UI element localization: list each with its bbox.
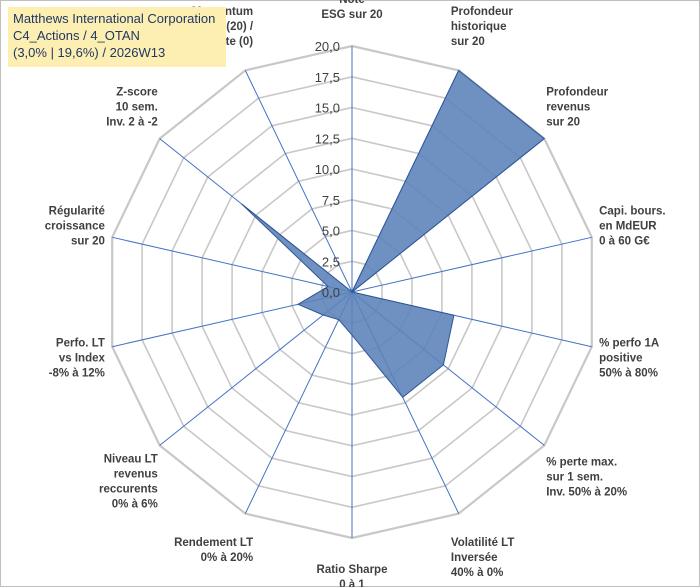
axis-label-line: Rendement LT bbox=[174, 537, 253, 549]
axis-label-4: % perfo 1A positive 50% à 80% bbox=[599, 338, 659, 380]
axis-spoke-3 bbox=[351, 236, 592, 293]
tick-layer: 0,0 2,5 5,0 7,5 10,0 12,5 15,0 17,5 20,0 bbox=[315, 39, 340, 300]
axis-label-line: Inversée bbox=[451, 552, 498, 564]
axis-label-line: 10 sem. bbox=[116, 102, 158, 114]
axis-label-line: Inv. 2 à -2 bbox=[106, 117, 158, 129]
axis-label-6: Volatilité LT Inversée 40% à 0% bbox=[451, 537, 514, 579]
axis-label-line: Capi. bours. bbox=[599, 206, 665, 218]
axis-label-line: croissance bbox=[45, 221, 105, 233]
axis-label-line: sur 20 bbox=[451, 36, 485, 48]
axis-label-line: Inv. 50% à 20% bbox=[546, 486, 627, 498]
period-info: (3,0% | 19,6%) / 2026W13 bbox=[13, 45, 166, 60]
axis-label-line: 0 à 60 G€ bbox=[599, 236, 650, 248]
axis-label-line: 0 à 1 bbox=[339, 579, 365, 587]
tick-label-2: 5,0 bbox=[322, 224, 340, 239]
axis-label-line: Perfo. LT bbox=[56, 338, 105, 350]
axis-label-7: Ratio Sharpe 0 à 1 bbox=[317, 564, 388, 587]
axis-label-line: historique bbox=[451, 21, 507, 33]
axis-label-line: reccurents bbox=[99, 484, 158, 496]
tick-label-0: 0,0 bbox=[322, 285, 340, 300]
axis-spoke-9 bbox=[159, 291, 353, 446]
tick-label-4: 10,0 bbox=[315, 162, 340, 177]
portfolio-name: C4_Actions / 4_OTAN bbox=[13, 28, 140, 43]
company-name: Matthews International Corporation bbox=[13, 11, 216, 26]
series-area-0 bbox=[241, 69, 546, 398]
axis-label-line: 0% à 6% bbox=[112, 499, 158, 511]
axis-label-0: Note ESG sur 20 bbox=[321, 0, 382, 21]
axis-label-line: sur 1 sem. bbox=[546, 471, 603, 483]
axis-label-line: 50% à 80% bbox=[599, 368, 658, 380]
title-box: Matthews International Corporation C4_Ac… bbox=[8, 7, 226, 67]
tick-label-6: 15,0 bbox=[315, 101, 340, 116]
axis-label-5: % perte max. sur 1 sem. Inv. 50% à 20% bbox=[546, 456, 627, 498]
axis-label-line: sur 20 bbox=[71, 236, 105, 248]
axis-label-line: vs Index bbox=[59, 353, 106, 365]
axis-label-line: Régularité bbox=[49, 206, 105, 218]
label-layer: Note ESG sur 20 Profondeur historique sur 20… bbox=[45, 0, 666, 587]
axis-label-line: revenus bbox=[114, 469, 158, 481]
axis-label-line: Note bbox=[339, 0, 365, 6]
axis-label-line: ESG sur 20 bbox=[321, 9, 382, 21]
axis-label-line: -8% à 12% bbox=[49, 368, 105, 380]
axis-label-line: positive bbox=[599, 353, 642, 365]
axis-label-line: en MdEUR bbox=[599, 221, 657, 233]
axis-label-line: Niveau LT bbox=[104, 454, 158, 466]
axis-label-11: Régularité croissance sur 20 bbox=[45, 206, 105, 248]
axis-label-line: revenus bbox=[546, 102, 590, 114]
axis-label-line: % perfo 1A bbox=[599, 338, 659, 350]
series-layer bbox=[241, 69, 546, 398]
axis-label-10: Perfo. LT vs Index -8% à 12% bbox=[49, 338, 106, 380]
axis-label-2: Profondeur revenus sur 20 bbox=[546, 87, 608, 129]
tick-label-1: 2,5 bbox=[322, 254, 340, 269]
axis-label-1: Profondeur historique sur 20 bbox=[451, 6, 513, 48]
tick-label-5: 12,5 bbox=[315, 131, 340, 146]
tick-label-3: 7,5 bbox=[322, 193, 340, 208]
axis-label-line: Profondeur bbox=[546, 87, 608, 99]
axis-spoke-8 bbox=[244, 291, 353, 514]
axis-label-8: Rendement LT 0% à 20% bbox=[174, 537, 253, 564]
axis-label-line: 40% à 0% bbox=[451, 567, 503, 579]
axis-label-9: Niveau LT revenus reccurents 0% à 6% bbox=[99, 454, 158, 511]
axis-label-line: % perte max. bbox=[546, 456, 617, 468]
axis-label-line: sur 20 bbox=[546, 117, 580, 129]
axis-label-line: 0% à 20% bbox=[201, 552, 253, 564]
axis-label-12: Z-score 10 sem. Inv. 2 à -2 bbox=[106, 87, 158, 129]
axis-label-line: Z-score bbox=[116, 87, 158, 99]
axis-label-line: Ratio Sharpe bbox=[317, 564, 388, 576]
tick-label-8: 20,0 bbox=[315, 39, 340, 54]
tick-label-7: 17,5 bbox=[315, 70, 340, 85]
axis-label-line: Profondeur bbox=[451, 6, 513, 18]
axis-spoke-11 bbox=[112, 236, 353, 293]
axis-spoke-13 bbox=[244, 70, 353, 293]
axis-label-3: Capi. bours. en MdEUR 0 à 60 G€ bbox=[599, 206, 665, 248]
axis-label-line: Volatilité LT bbox=[451, 537, 514, 549]
